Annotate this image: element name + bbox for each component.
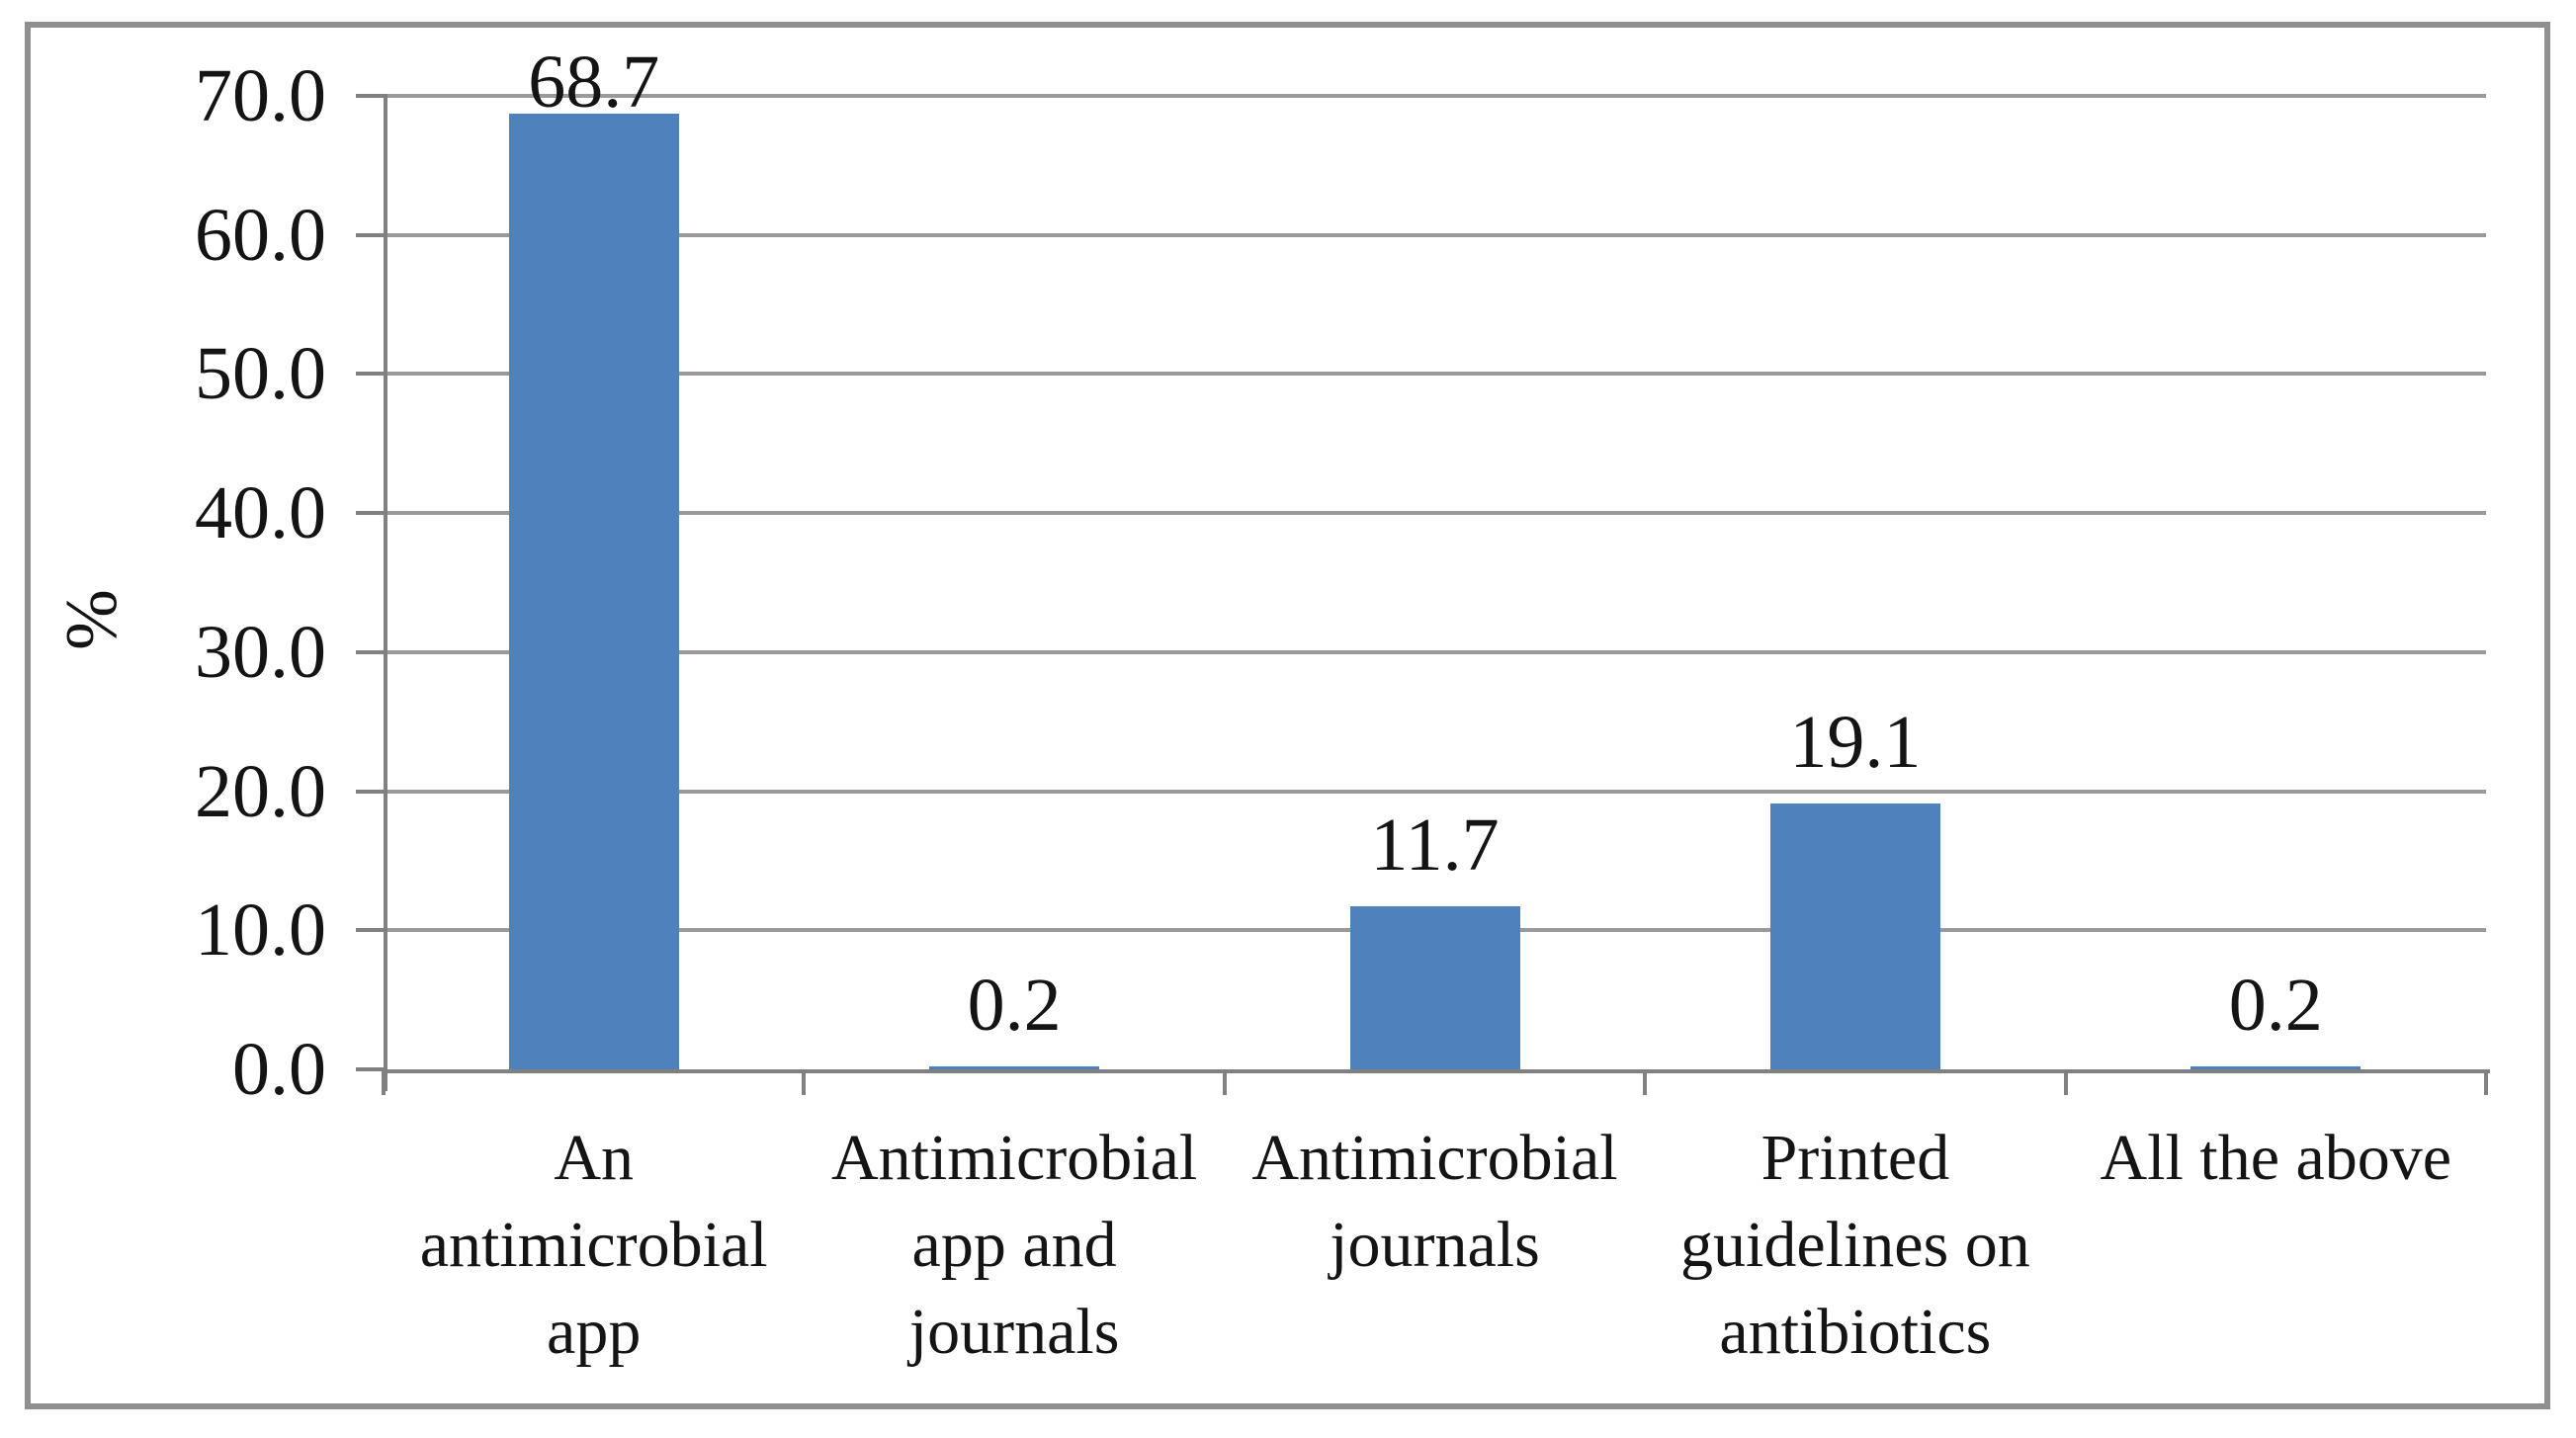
- x-axis-tick: [2063, 1069, 2068, 1095]
- category-label: Printed guidelines on antibiotics: [1679, 1122, 2030, 1368]
- y-tick-label: 50.0: [195, 332, 326, 416]
- x-axis-line: [384, 1069, 2490, 1073]
- bar: [2190, 1066, 2361, 1069]
- y-tick-label: 70.0: [195, 54, 326, 137]
- bar-value-label: 68.7: [528, 41, 660, 124]
- category-label: All the above: [2100, 1122, 2452, 1194]
- bar: [1349, 906, 1520, 1069]
- bar-value-label: 0.2: [2228, 964, 2323, 1047]
- y-axis-tick: [356, 649, 386, 654]
- chart-border-frame: [25, 22, 2550, 1409]
- y-axis-tick: [356, 232, 386, 237]
- bar-value-label: 0.2: [967, 964, 1062, 1047]
- y-tick-label: 10.0: [195, 888, 326, 973]
- x-axis-tick: [2484, 1069, 2488, 1095]
- y-axis-tick: [356, 372, 386, 377]
- bar: [1769, 804, 1940, 1069]
- bar: [508, 114, 679, 1069]
- y-tick-label: 30.0: [195, 610, 326, 694]
- y-tick-label: 0.0: [232, 1028, 326, 1111]
- x-axis-tick: [1643, 1069, 1648, 1095]
- gridline: [384, 789, 2486, 794]
- category-label: Antimicrobial journals: [1251, 1122, 1618, 1281]
- category-label: An antimicrobial app: [419, 1122, 768, 1368]
- y-axis-tick: [356, 789, 386, 794]
- y-axis-line: [384, 94, 387, 1091]
- y-tick-label: 60.0: [195, 193, 326, 277]
- bar-value-label: 19.1: [1789, 701, 1922, 785]
- x-axis-tick: [802, 1069, 807, 1095]
- y-tick-label: 40.0: [195, 471, 326, 555]
- y-axis-tick: [356, 511, 386, 516]
- y-tick-label: 20.0: [195, 749, 326, 833]
- gridline: [384, 232, 2486, 237]
- category-label: Antimicrobial app and journals: [830, 1122, 1198, 1368]
- y-axis-tick: [356, 94, 386, 98]
- y-axis-tick: [356, 1067, 386, 1071]
- gridline: [384, 511, 2486, 516]
- plot-area: 68.7 0.2 11.7 19.1 0.2: [384, 44, 2486, 1069]
- x-axis-tick: [382, 1069, 386, 1095]
- gridline: [384, 649, 2486, 654]
- bar-value-label: 11.7: [1370, 804, 1500, 888]
- gridline: [384, 372, 2486, 377]
- x-axis-tick: [1222, 1069, 1227, 1095]
- y-axis-tick: [356, 928, 386, 933]
- gridline: [384, 94, 2486, 98]
- bar: [929, 1066, 1100, 1069]
